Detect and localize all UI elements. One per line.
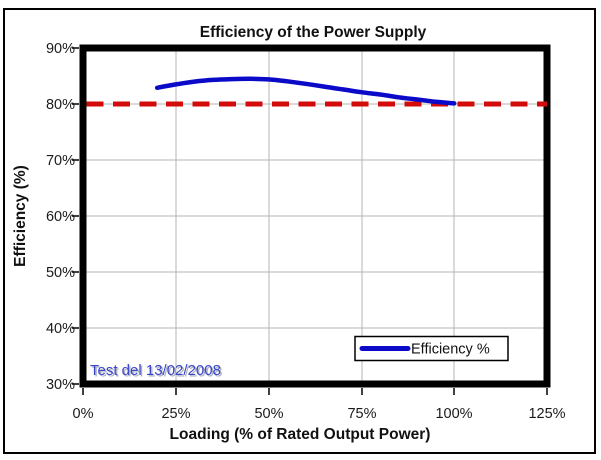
legend: Efficiency % (354, 335, 509, 362)
y-tick-label-90: 90% (46, 41, 75, 57)
y-tick-label-40: 40% (46, 321, 75, 337)
x-tick-label-0: 0% (73, 406, 94, 422)
x-tick-label-75: 75% (347, 406, 376, 422)
y-axis-title: Efficiency (%) (12, 165, 29, 267)
annotation-test-date: Test del 13/02/2008 (90, 362, 221, 379)
x-tick-label-100: 100% (435, 406, 472, 422)
y-tick-label-80: 80% (46, 97, 75, 113)
y-tick-label-50: 50% (46, 265, 75, 281)
x-tick-label-50: 50% (254, 406, 283, 422)
x-tick-label-25: 25% (161, 406, 190, 422)
x-axis-labels: 0% 25% 50% 75% 100% 125% (73, 406, 566, 422)
y-tick-label-30: 30% (46, 377, 75, 393)
x-axis-ticks (82, 388, 548, 395)
y-tick-label-60: 60% (46, 209, 75, 225)
chart-title: Efficiency of the Power Supply (200, 24, 427, 41)
y-axis-labels: 90% 80% 70% 60% 50% 40% 30% (46, 41, 75, 393)
annotation: Test del 13/02/2008 Test del 13/02/2008 (90, 362, 222, 381)
plot-border (79, 44, 551, 388)
y-tick-label-70: 70% (46, 153, 75, 169)
x-tick-label-125: 125% (528, 406, 565, 422)
y-axis-ticks (72, 47, 79, 385)
efficiency-curve (154, 76, 457, 106)
x-axis-title: Loading (% of Rated Output Power) (170, 426, 431, 443)
annotation-shadow-text: Test del 13/02/2008 (92, 364, 223, 381)
outer-frame (3, 8, 596, 454)
legend-label-efficiency: Efficiency % (411, 342, 490, 358)
